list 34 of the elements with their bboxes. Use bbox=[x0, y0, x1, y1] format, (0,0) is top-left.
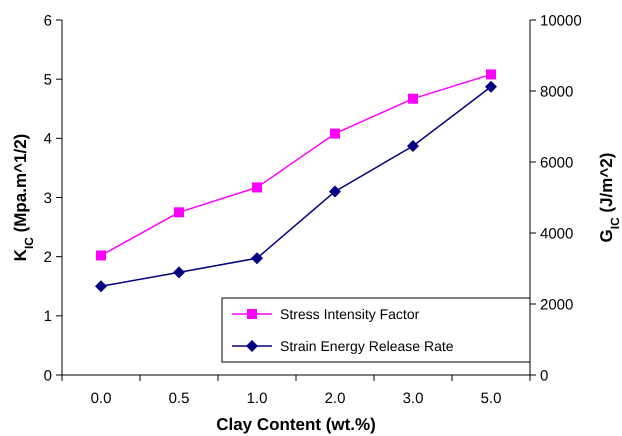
point bbox=[408, 94, 418, 104]
point bbox=[96, 250, 106, 260]
y2-tick-label: 8000 bbox=[540, 83, 574, 100]
point bbox=[329, 185, 341, 198]
point bbox=[330, 128, 340, 139]
x-tick-label: 2.0 bbox=[324, 390, 346, 407]
x-tick-label: 0.5 bbox=[168, 390, 190, 407]
y2-tick-label: 2000 bbox=[540, 296, 574, 314]
y-tick-label: 3 bbox=[44, 190, 52, 207]
point bbox=[174, 207, 184, 218]
point bbox=[486, 69, 496, 80]
x-tick-label: 3.0 bbox=[402, 390, 424, 407]
x-axis-title: Clay Content (wt.%) bbox=[216, 415, 376, 434]
y-tick-label: 2 bbox=[44, 248, 52, 266]
y-tick-label: 6 bbox=[44, 12, 52, 30]
x-tick-label: 5.0 bbox=[480, 390, 502, 407]
y2-tick-label: 6000 bbox=[540, 154, 574, 172]
x-tick-label: 0.0 bbox=[90, 390, 112, 407]
y2-tick-label: 4000 bbox=[540, 225, 574, 242]
point bbox=[95, 280, 107, 292]
point bbox=[407, 140, 419, 152]
y-tick-label: 1 bbox=[44, 308, 52, 326]
y-tick-label: 0 bbox=[44, 367, 52, 384]
y2-tick-label: 0 bbox=[540, 367, 548, 384]
y-tick-label: 4 bbox=[44, 130, 52, 148]
point bbox=[251, 252, 263, 264]
x-tick-label: 1.0 bbox=[246, 390, 268, 407]
point bbox=[252, 182, 262, 192]
point bbox=[173, 266, 185, 278]
legend-label: Stress Intensity Factor bbox=[280, 306, 420, 322]
point bbox=[485, 80, 497, 93]
y2-tick-label: 10000 bbox=[540, 12, 582, 30]
legend-label: Strain Energy Release Rate bbox=[280, 338, 454, 354]
y-tick-label: 5 bbox=[44, 71, 52, 88]
